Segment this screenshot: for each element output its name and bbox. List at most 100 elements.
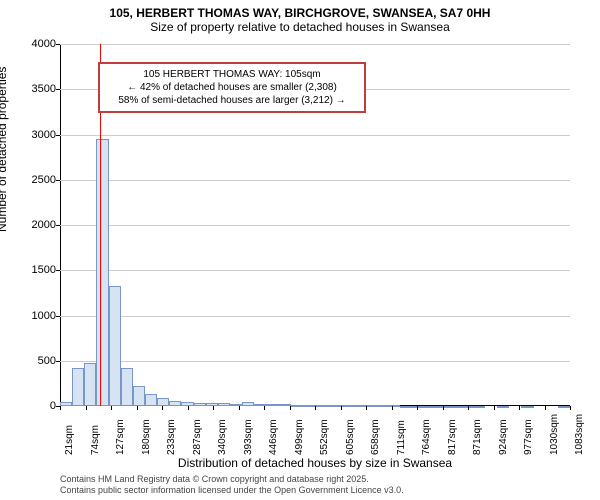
annotation-line2: ← 42% of detached houses are smaller (2,… xyxy=(108,81,356,94)
histogram-bar xyxy=(194,403,206,406)
gridline xyxy=(60,44,570,45)
gridline xyxy=(60,361,570,362)
xtick-label: 871sqm xyxy=(472,419,483,455)
footer-line1: Contains HM Land Registry data © Crown c… xyxy=(60,474,404,485)
footer-line2: Contains public sector information licen… xyxy=(60,485,404,496)
histogram-bar xyxy=(72,368,84,406)
ytick-mark xyxy=(56,361,60,362)
xtick-label: 977sqm xyxy=(523,419,534,455)
histogram-bar xyxy=(327,405,339,407)
chart-title: 105, HERBERT THOMAS WAY, BIRCHGROVE, SWA… xyxy=(0,0,600,20)
xtick-label: 446sqm xyxy=(268,419,279,455)
xtick-label: 74sqm xyxy=(90,425,101,455)
ytick-mark xyxy=(56,225,60,226)
histogram-bar xyxy=(84,363,96,406)
xtick-mark xyxy=(545,406,546,410)
xtick-mark xyxy=(239,406,240,410)
histogram-bar xyxy=(351,405,363,407)
ytick-mark xyxy=(56,44,60,45)
chart-subtitle: Size of property relative to detached ho… xyxy=(0,20,600,38)
xtick-mark xyxy=(86,406,87,410)
xtick-label: 340sqm xyxy=(217,419,228,455)
y-axis-label: Number of detached properties xyxy=(0,67,9,232)
gridline xyxy=(60,316,570,317)
histogram-bar xyxy=(145,394,157,406)
xtick-label: 658sqm xyxy=(370,419,381,455)
histogram-bar xyxy=(521,406,533,408)
xtick-mark xyxy=(392,406,393,410)
xtick-label: 287sqm xyxy=(192,419,203,455)
histogram-bar xyxy=(242,402,254,406)
ytick-label: 4000 xyxy=(32,38,56,50)
xtick-mark xyxy=(111,406,112,410)
xtick-mark xyxy=(570,406,571,410)
ytick-label: 1500 xyxy=(32,264,56,276)
histogram-bar xyxy=(291,405,303,407)
histogram-bar xyxy=(376,405,388,407)
xtick-mark xyxy=(417,406,418,410)
xtick-mark xyxy=(290,406,291,410)
gridline xyxy=(60,270,570,271)
chart-container: 105, HERBERT THOMAS WAY, BIRCHGROVE, SWA… xyxy=(0,0,600,500)
xtick-mark xyxy=(519,406,520,410)
xtick-label: 21sqm xyxy=(64,425,75,455)
histogram-bar xyxy=(303,405,315,407)
histogram-bar xyxy=(449,406,461,408)
xtick-label: 499sqm xyxy=(294,419,305,455)
xtick-label: 233sqm xyxy=(166,419,177,455)
xtick-mark xyxy=(443,406,444,410)
histogram-bar xyxy=(206,403,218,406)
ytick-label: 2000 xyxy=(32,219,56,231)
annotation-line3: 58% of semi-detached houses are larger (… xyxy=(108,94,356,107)
xtick-mark xyxy=(315,406,316,410)
ytick-label: 0 xyxy=(50,400,56,412)
ytick-mark xyxy=(56,316,60,317)
ytick-mark xyxy=(56,270,60,271)
xtick-mark xyxy=(264,406,265,410)
histogram-bar xyxy=(218,403,230,406)
histogram-bar xyxy=(497,406,509,408)
ytick-mark xyxy=(56,89,60,90)
gridline xyxy=(60,225,570,226)
ytick-label: 3500 xyxy=(32,83,56,95)
xtick-mark xyxy=(188,406,189,410)
xtick-mark xyxy=(341,406,342,410)
histogram-bar xyxy=(109,286,121,406)
xtick-mark xyxy=(137,406,138,410)
xtick-label: 817sqm xyxy=(447,419,458,455)
annotation-line1: 105 HERBERT THOMAS WAY: 105sqm xyxy=(108,68,356,81)
xtick-label: 180sqm xyxy=(141,419,152,455)
histogram-bar xyxy=(230,404,242,406)
histogram-bar xyxy=(121,368,133,406)
xtick-mark xyxy=(60,406,61,410)
histogram-bar xyxy=(461,406,473,408)
xtick-label: 393sqm xyxy=(243,419,254,455)
histogram-bar xyxy=(473,406,485,408)
histogram-bar xyxy=(60,402,72,406)
ytick-mark xyxy=(56,135,60,136)
xtick-label: 924sqm xyxy=(498,419,509,455)
xtick-label: 127sqm xyxy=(115,419,126,455)
histogram-bar xyxy=(388,405,400,407)
histogram-bar xyxy=(412,406,424,408)
ytick-label: 1000 xyxy=(32,310,56,322)
xtick-mark xyxy=(366,406,367,410)
gridline xyxy=(60,135,570,136)
ytick-label: 3000 xyxy=(32,129,56,141)
xtick-mark xyxy=(468,406,469,410)
xtick-label: 552sqm xyxy=(319,419,330,455)
ytick-mark xyxy=(56,180,60,181)
histogram-bar xyxy=(400,406,412,408)
histogram-bar xyxy=(157,398,169,406)
histogram-bar xyxy=(266,404,278,406)
histogram-bar xyxy=(315,405,327,407)
ytick-label: 2500 xyxy=(32,174,56,186)
gridline xyxy=(60,180,570,181)
x-axis-label: Distribution of detached houses by size … xyxy=(60,456,570,470)
xtick-mark xyxy=(162,406,163,410)
xtick-mark xyxy=(494,406,495,410)
annotation-box: 105 HERBERT THOMAS WAY: 105sqm ← 42% of … xyxy=(98,62,366,113)
xtick-label: 605sqm xyxy=(345,419,356,455)
xtick-label: 1083sqm xyxy=(574,414,585,455)
ytick-label: 500 xyxy=(38,355,56,367)
